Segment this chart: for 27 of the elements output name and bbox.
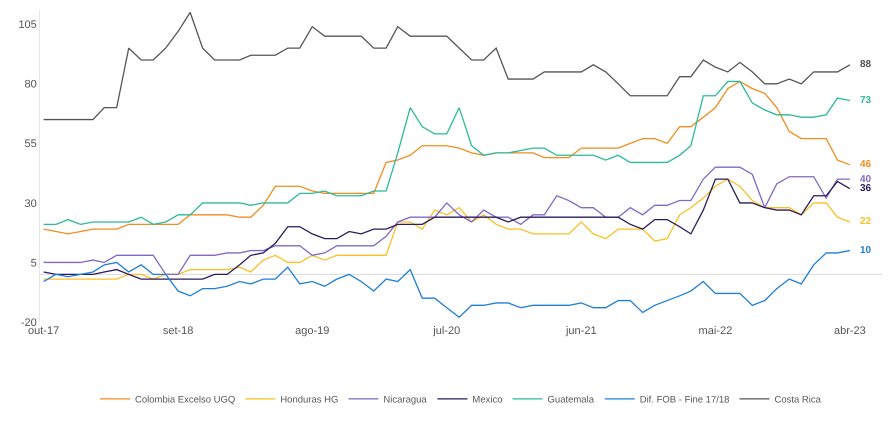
legend-label: Honduras HG [280, 394, 338, 406]
annotation: 73 [860, 95, 872, 106]
x-tick-label: mai-22 [698, 325, 732, 337]
legend-label: Dif. FOB - Fine 17/18 [640, 394, 730, 406]
y-tick-label: 80 [24, 78, 37, 91]
line-series [42, 250, 851, 318]
legend-label: Nicaragua [383, 394, 428, 406]
legend-label: Colombia Excelso UGQ [135, 394, 236, 406]
x-tick-label: jul-20 [432, 325, 460, 337]
y-tick-label: 30 [24, 198, 37, 210]
y-tick-label: 105 [18, 19, 37, 32]
x-tick-label: set-18 [162, 325, 194, 337]
annotation: 10 [860, 245, 872, 256]
annotation: 46 [860, 159, 872, 170]
x-tick-label: ago-19 [295, 325, 330, 337]
annotation: 22 [860, 216, 872, 227]
legend-label: Mexico [472, 394, 503, 406]
x-tick-label: jun-21 [564, 325, 597, 337]
line-series [42, 12, 851, 120]
y-tick-label: 5 [30, 257, 37, 270]
legend-label: Costa Rica [774, 394, 822, 406]
annotation: 40 [860, 174, 872, 185]
x-tick-label: abr-23 [834, 325, 866, 337]
legend-label: Guatemala [548, 394, 595, 406]
y-tick-label: 55 [24, 138, 37, 150]
annotation: 36 [860, 183, 872, 194]
annotation: 88 [860, 59, 872, 70]
